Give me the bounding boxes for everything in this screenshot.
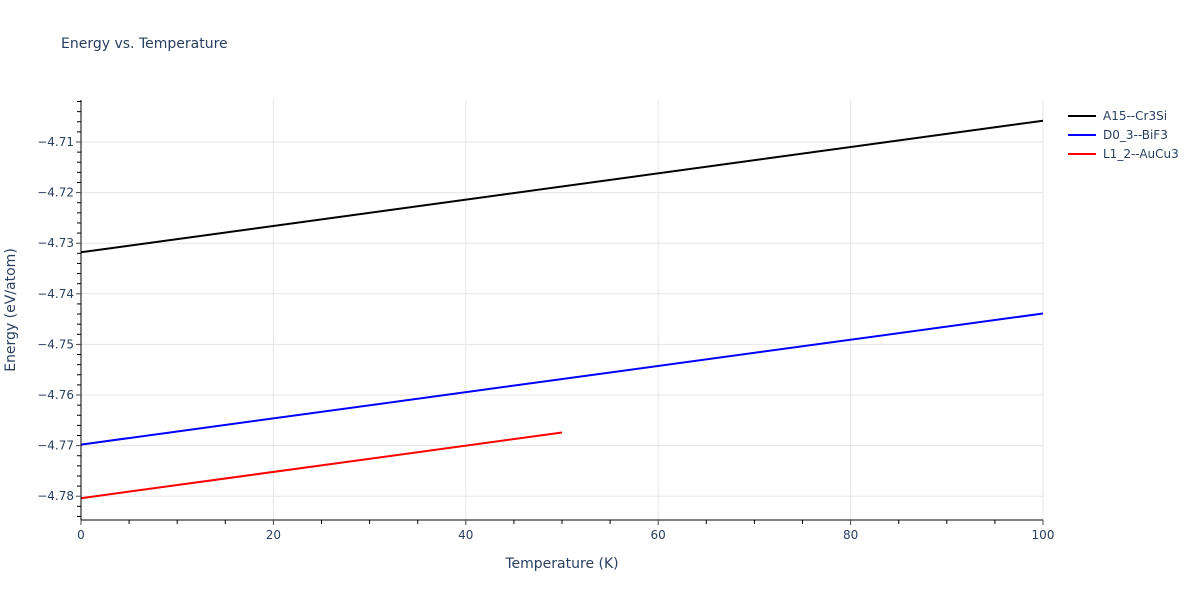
legend-label: L1_2--AuCu3 [1103,146,1179,161]
axes: 0 20 40 60 80 100 −4.71 −4.72 −4.73 −4.74 −4.75 −4.… [37,100,1054,542]
y-tick-label: −4.71 [37,135,74,149]
grid-lines [81,100,1044,520]
series-line [80,431,563,500]
y-tick-label: −4.77 [37,439,74,453]
y-axis-title: Energy (eV/atom) [3,248,19,372]
x-tick-label: 60 [651,528,666,542]
data-series [80,119,1044,500]
series-line [80,312,1044,446]
legend-line-icon [1068,152,1096,155]
chart-title: Energy vs. Temperature [61,36,228,52]
legend-label: D0_3--BiF3 [1103,127,1168,142]
x-tick-label: 20 [266,528,281,542]
x-tick-label: 0 [77,528,85,542]
legend-line-icon [1068,114,1096,117]
legend[interactable]: A15--Cr3Si D0_3--BiF3 L1_2--AuCu3 [1068,106,1179,163]
x-axis-title: Temperature (K) [504,556,618,572]
legend-item-d03[interactable]: D0_3--BiF3 [1068,125,1179,144]
series-line [80,119,1044,254]
y-tick-label: −4.74 [37,287,74,301]
legend-label: A15--Cr3Si [1103,108,1168,123]
y-tick-label: −4.73 [37,236,74,250]
legend-line-icon [1068,133,1096,136]
y-tick-label: −4.76 [37,388,74,402]
x-tick-label: 40 [458,528,473,542]
x-tick-label: 80 [843,528,858,542]
y-tick-label: −4.78 [37,489,74,503]
legend-item-a15[interactable]: A15--Cr3Si [1068,106,1179,125]
y-tick-label: −4.75 [37,337,74,351]
y-tick-label: −4.72 [37,186,74,200]
legend-item-l12[interactable]: L1_2--AuCu3 [1068,144,1179,163]
x-tick-label: 100 [1032,528,1055,542]
